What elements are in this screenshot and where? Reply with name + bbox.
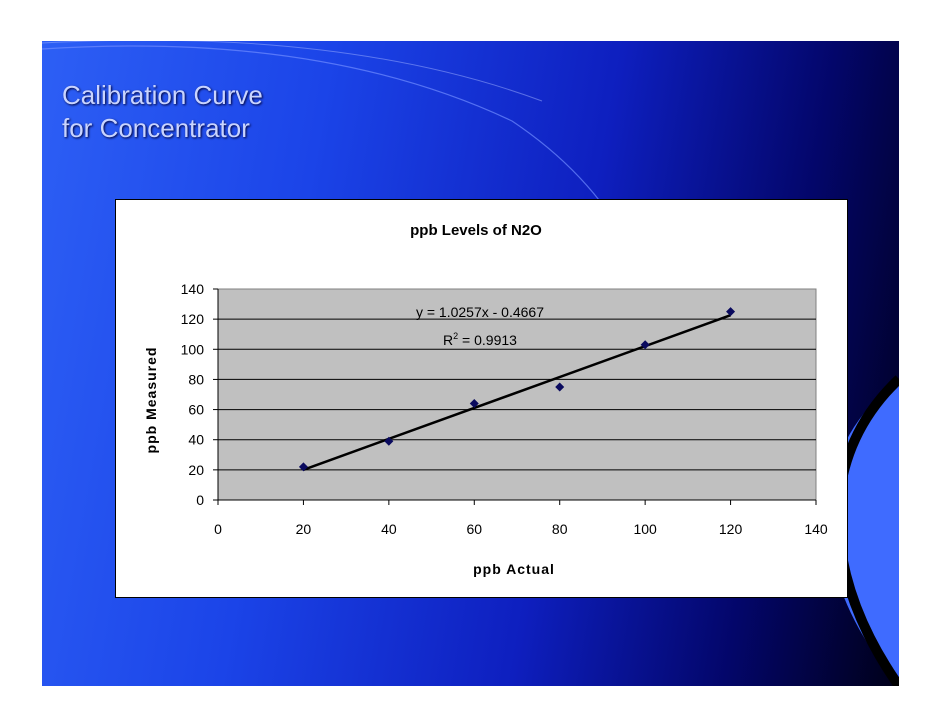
x-tick-label: 0 [214, 521, 222, 537]
x-tick-label: 120 [719, 521, 743, 537]
chart-frame: 0 20 40 60 80 100 120 140 0 20 40 60 80 100 120 140 pp… [115, 199, 848, 598]
y-tick-label: 40 [188, 432, 204, 448]
x-tick-label: 140 [804, 521, 828, 537]
x-tick-label: 60 [466, 521, 482, 537]
data-point [469, 399, 479, 409]
y-tick-label: 140 [181, 281, 205, 297]
y-tick-label: 60 [188, 402, 204, 418]
slide-title: Calibration Curve for Concentrator [62, 79, 263, 145]
r-squared-value: = 0.9913 [458, 332, 517, 348]
r-squared-label: R2 = 0.9913 [443, 331, 517, 348]
x-tick-label: 100 [633, 521, 657, 537]
x-tick-label: 20 [296, 521, 312, 537]
trendline-equation: y = 1.0257x - 0.4667 [416, 304, 544, 320]
y-tick-label: 120 [181, 311, 205, 327]
y-tick-label: 20 [188, 462, 204, 478]
y-tick-label: 0 [196, 492, 204, 508]
data-point [384, 436, 394, 446]
trendline [303, 314, 731, 471]
y-tick-label: 100 [181, 341, 205, 357]
r-squared-exponent: 2 [453, 331, 458, 341]
data-point [726, 307, 736, 317]
gridlines [218, 318, 816, 471]
y-tick-label: 80 [188, 371, 204, 387]
scatter-chart: 0 20 40 60 80 100 120 140 0 20 40 60 80 100 120 140 pp… [143, 222, 828, 577]
slide-background: Calibration Curve for Concentrator 0 20 40… [42, 41, 899, 686]
y-tick-labels: 0 20 40 60 80 100 120 140 [181, 281, 218, 508]
slide-title-line-2: for Concentrator [62, 113, 250, 143]
slide-title-line-1: Calibration Curve [62, 80, 263, 110]
x-tick-label: 80 [552, 521, 568, 537]
data-point [640, 340, 650, 350]
data-points [298, 307, 736, 472]
r-squared-symbol: R [443, 332, 453, 348]
data-point [298, 462, 308, 472]
x-axis-label: ppb Actual [473, 561, 555, 577]
axes [217, 289, 816, 501]
y-axis-label: ppb Measured [143, 347, 159, 454]
x-tick-label: 40 [381, 521, 397, 537]
x-tick-labels: 0 20 40 60 80 100 120 140 [214, 500, 828, 537]
chart-title: ppb Levels of N2O [410, 222, 542, 239]
data-point [555, 382, 565, 392]
